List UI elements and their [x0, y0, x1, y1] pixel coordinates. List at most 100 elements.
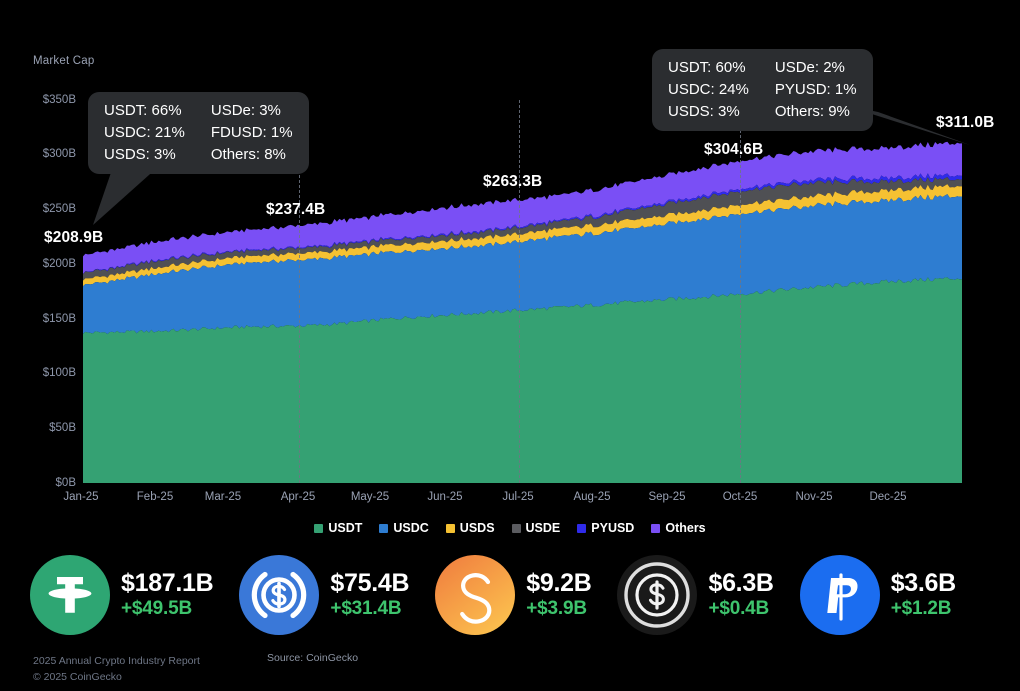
footer-copyright: © 2025 CoinGecko [33, 671, 122, 684]
stat-usdt: $187.1B +$49.5B [30, 555, 214, 635]
value-label-oct: $304.6B [704, 141, 764, 158]
legend-swatch-icon [445, 523, 455, 533]
legend-label: PYUSD [591, 521, 635, 535]
gridline-oct [740, 100, 741, 483]
usdc-icon [239, 555, 320, 635]
stat-usde: $6.3B +$0.4B [617, 555, 774, 635]
y-axis-tick: $100B [42, 367, 76, 379]
legend-label: Others [665, 521, 706, 535]
stat-change: +$3.9B [526, 598, 587, 620]
legend-item-usds[interactable]: USDS [445, 521, 495, 535]
legend-item-others[interactable]: Others [651, 521, 706, 535]
legend-label: USDT [328, 521, 363, 535]
tooltip-start-row2-left: USDS: 3% [104, 145, 176, 163]
tooltip-end-row0-left: USDT: 60% [668, 59, 746, 76]
stat-text: $187.1B +$49.5B [121, 568, 214, 620]
tooltip-end-row2-left: USDS: 3% [668, 102, 740, 120]
gridline-apr [299, 100, 300, 483]
stat-usdc: $75.4B +$31.4B [239, 555, 410, 635]
legend-swatch-icon [577, 523, 587, 533]
value-label-apr: $237.4B [266, 201, 326, 218]
tether-icon [30, 555, 110, 635]
x-axis-tick: Jul-25 [502, 491, 534, 503]
tooltip-end-row0-right: USDe: 2% [774, 59, 845, 76]
stat-change: +$0.4B [708, 598, 770, 620]
x-axis-tick: Apr-25 [280, 491, 316, 503]
y-axis-tick: $250B [42, 203, 76, 215]
legend-item-usdt[interactable]: USDT [314, 521, 362, 535]
legend-label: USDC [393, 521, 429, 535]
area-series-usds [83, 184, 962, 287]
x-axis-tick: Nov-25 [795, 491, 833, 503]
y-axis-tick: $50B [49, 422, 76, 434]
x-axis-tick: Dec-25 [869, 491, 907, 503]
y-axis-tick: $150B [42, 313, 76, 325]
x-axis-tick: Jan-25 [63, 491, 99, 503]
paypal-pyusd-icon [799, 555, 880, 635]
chart-legend: USDT USDC USDS USDE PYUSD Others [0, 521, 1020, 535]
legend-swatch-icon [651, 523, 661, 533]
tooltip-end: USDT: 60% USDe: 2% USDC: 24% PYUSD: 1% U… [652, 49, 873, 132]
gridline-jul [519, 100, 520, 483]
y-axis-tick: $350B [42, 94, 76, 106]
y-axis-title: Market Cap [33, 55, 95, 67]
tooltip-start-row1-right: FDUSD: 1% [210, 123, 293, 141]
stat-change: +$49.5B [121, 598, 192, 620]
stat-text: $75.4B +$31.4B [330, 568, 410, 620]
x-axis-tick: May-25 [350, 491, 390, 503]
tooltip-start-row0-right: USDe: 3% [210, 102, 281, 119]
area-series-usde [83, 177, 962, 281]
stat-change: +$31.4B [330, 598, 402, 620]
stat-change: +$1.2B [890, 598, 952, 620]
legend-label: USDS [459, 521, 495, 535]
legend-swatch-icon [379, 523, 389, 533]
stacked-area-plot [83, 100, 962, 483]
x-axis-tick: Oct-25 [722, 491, 758, 503]
footer-source: Source: CoinGecko [267, 652, 359, 664]
stat-value: $9.2B [526, 568, 592, 597]
y-axis-tick-group: $350B $300B $250B $200B $150B $100B $50B… [0, 0, 76, 691]
y-axis-tick: $0B [55, 477, 76, 489]
y-axis-tick: $200B [42, 258, 76, 270]
legend-item-pyusd[interactable]: PYUSD [577, 521, 634, 535]
value-label-jul: $263.3B [483, 173, 543, 190]
tooltip-end-row2-right: Others: 9% [774, 102, 850, 120]
stat-text: $9.2B +$3.9B [526, 568, 592, 620]
stat-value: $75.4B [330, 568, 410, 597]
value-label-end: $311.0B [936, 114, 995, 131]
x-axis-tick: Aug-25 [573, 491, 611, 503]
tooltip-end-row1-right: PYUSD: 1% [774, 80, 857, 98]
legend-item-usde[interactable]: USDE [511, 521, 561, 535]
x-axis-tick: Jun-25 [427, 491, 463, 503]
tooltip-end-row1-left: USDC: 24% [668, 80, 749, 98]
area-series-usdt [83, 277, 962, 483]
ethena-usde-icon [617, 555, 698, 635]
x-axis-tick: Mar-25 [204, 491, 242, 503]
stat-pyusd: $3.6B +$1.2B [799, 555, 957, 635]
stat-usds: $9.2B +$3.9B [435, 555, 592, 635]
usds-icon [435, 555, 516, 635]
x-axis-tick: Feb-25 [136, 491, 174, 503]
value-label-start: $208.9B [44, 229, 104, 246]
footer: 2025 Annual Crypto Industry Report © 202… [33, 653, 200, 686]
y-axis-tick: $300B [42, 148, 76, 160]
x-axis-tick: Sep-25 [648, 491, 686, 503]
tooltip-start: USDT: 66% USDe: 3% USDC: 21% FDUSD: 1% U… [88, 92, 309, 175]
token-stats-row: $187.1B +$49.5B $75.4B +$31.4B $9.2B +$3.9B $6… [30, 551, 990, 639]
stat-value: $3.6B [890, 568, 957, 597]
area-series-svg [83, 141, 962, 483]
legend-swatch-icon [314, 523, 324, 533]
legend-label: USDE [525, 521, 561, 535]
area-series-others [83, 141, 962, 274]
tooltip-start-row0-left: USDT: 66% [104, 102, 182, 119]
stat-value: $187.1B [121, 568, 214, 597]
stat-text: $6.3B +$0.4B [708, 569, 774, 620]
tooltip-start-tail [93, 158, 168, 225]
legend-item-usdc[interactable]: USDC [379, 521, 429, 535]
footer-report: 2025 Annual Crypto Industry Report [33, 655, 200, 667]
tooltip-start-row2-right: Others: 8% [210, 145, 286, 163]
tooltip-start-row1-left: USDC: 21% [104, 123, 185, 141]
area-series-usdc [83, 194, 962, 335]
legend-swatch-icon [511, 523, 521, 533]
